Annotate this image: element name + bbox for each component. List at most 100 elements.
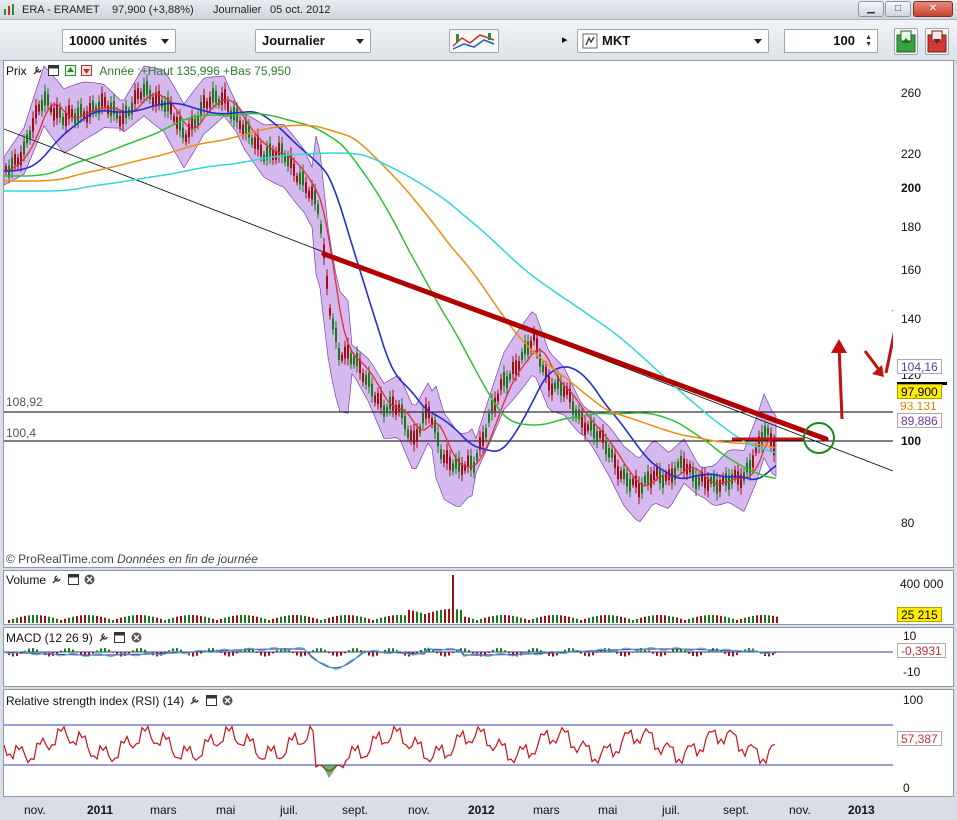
wrench-icon[interactable]: [32, 65, 43, 76]
candle-body: [536, 338, 538, 352]
volume-bar: [464, 616, 466, 623]
level-low-label: 100,4: [6, 426, 37, 440]
window-date: 05 oct. 2012: [270, 4, 331, 16]
volume-bar: [12, 618, 14, 623]
candle-body: [629, 479, 631, 492]
volume-panel[interactable]: Volume: [3, 570, 894, 625]
candle-body: [500, 379, 502, 390]
x-axis-label: sept.: [723, 803, 750, 817]
up-arrow-head: [831, 339, 847, 353]
window-icon[interactable]: [114, 632, 126, 643]
rsi-chart[interactable]: [4, 690, 893, 796]
macd-histogram-bar: [620, 652, 622, 656]
level-high-label: 108,92: [6, 395, 43, 409]
macd-histogram-bar: [708, 649, 710, 653]
candle-body: [68, 105, 70, 119]
volume-bar: [640, 617, 642, 623]
rsi-panel[interactable]: Relative strength index (RSI) (14): [3, 689, 894, 797]
candle-body: [668, 469, 670, 481]
volume-bar: [144, 615, 146, 623]
quantity-stepper[interactable]: 100 ▲ ▼: [784, 29, 878, 53]
wrench-icon[interactable]: [189, 695, 200, 706]
macd-tick: 10: [903, 629, 917, 643]
sell-button[interactable]: [925, 28, 949, 55]
move-down-icon[interactable]: [81, 65, 93, 76]
macd-histogram-bar: [532, 648, 534, 653]
candle-body: [653, 470, 655, 480]
macd-histogram-bar: [124, 652, 126, 656]
candle-body: [146, 81, 148, 95]
volume-bar: [648, 615, 650, 623]
candle-body: [59, 107, 61, 118]
candle-body: [275, 151, 277, 160]
indicators-button[interactable]: [449, 29, 499, 53]
volume-bar: [704, 615, 706, 623]
quantity-value: 100: [833, 33, 855, 48]
candle-body: [251, 137, 253, 145]
macd-histogram-bar: [100, 648, 102, 653]
macd-histogram-bar: [676, 648, 678, 653]
close-button[interactable]: ✕: [913, 1, 953, 17]
window-icon[interactable]: [67, 574, 79, 585]
wrench-icon[interactable]: [98, 632, 109, 643]
price-panel[interactable]: Prix Année :+Haut 135,996 +Bas 75,950 10…: [3, 60, 894, 568]
buy-button[interactable]: [894, 28, 918, 55]
volume-bar: [736, 619, 738, 623]
macd-histogram-bar: [500, 648, 502, 653]
candle-body: [596, 431, 598, 443]
volume-bar: [384, 616, 386, 623]
macd-histogram-bar: [200, 652, 202, 654]
macd-histogram-bar: [336, 652, 338, 657]
candle-body: [137, 87, 139, 99]
window-icon[interactable]: [205, 695, 217, 706]
volume-bar: [760, 615, 762, 623]
window-icon[interactable]: [48, 65, 60, 76]
close-panel-icon[interactable]: [222, 695, 233, 706]
candle-body: [458, 457, 460, 472]
candle-body: [65, 112, 67, 126]
wrench-icon[interactable]: [51, 574, 62, 585]
candle-body: [380, 393, 382, 408]
macd-histogram-bar: [468, 650, 470, 653]
macd-histogram-bar: [352, 648, 354, 653]
volume-bar: [312, 617, 314, 623]
minimize-button[interactable]: ▁: [858, 1, 884, 17]
volume-bar: [308, 616, 310, 623]
macd-histogram-bar: [40, 652, 42, 653]
macd-histogram-bar: [140, 648, 142, 653]
macd-chart[interactable]: [4, 628, 893, 686]
macd-histogram-bar: [736, 652, 738, 656]
candle-body: [428, 406, 430, 418]
ma-200-line: [4, 152, 777, 454]
macd-panel[interactable]: MACD (12 26 9): [3, 627, 894, 687]
volume-panel-header: Volume: [6, 573, 96, 587]
timeframe-dropdown[interactable]: Journalier: [255, 29, 371, 53]
app-chart-icon: [4, 4, 14, 15]
candle-body: [386, 406, 388, 414]
candle-body: [551, 383, 553, 396]
play-arrow-icon[interactable]: ▸: [562, 34, 568, 46]
units-dropdown[interactable]: 10000 unités: [62, 29, 176, 53]
volume-chart[interactable]: [4, 571, 893, 624]
close-panel-icon[interactable]: [131, 632, 142, 643]
price-chart[interactable]: [4, 61, 893, 567]
macd-histogram-bar: [296, 652, 298, 656]
macd-histogram-bar: [224, 652, 226, 656]
candle-body: [62, 116, 64, 126]
macd-histogram-bar: [252, 649, 254, 653]
volume-bar: [168, 618, 170, 623]
candle-body: [116, 110, 118, 119]
volume-bar: [372, 619, 374, 623]
candle-body: [164, 101, 166, 112]
macd-histogram-bar: [428, 648, 430, 653]
market-dropdown[interactable]: MKT: [577, 29, 769, 53]
macd-histogram-bar: [444, 652, 446, 657]
macd-histogram-bar: [340, 652, 342, 656]
move-up-icon[interactable]: [64, 65, 76, 76]
close-panel-icon[interactable]: [84, 574, 95, 585]
candle-body: [197, 115, 199, 126]
price-tick: 100: [901, 434, 922, 448]
candle-body: [434, 420, 436, 433]
maximize-button[interactable]: □: [885, 1, 911, 17]
macd-histogram-bar: [104, 648, 106, 653]
